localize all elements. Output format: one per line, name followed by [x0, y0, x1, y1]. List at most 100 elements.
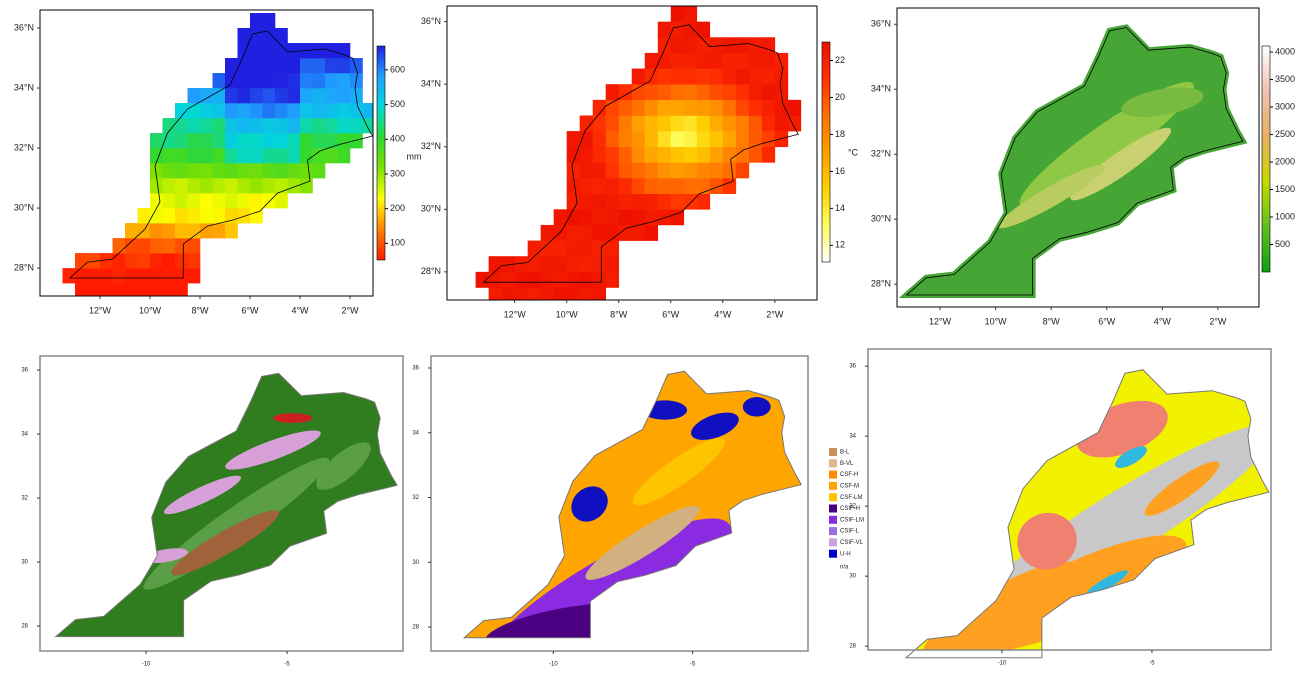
- grid-cell: [762, 147, 775, 163]
- grid-cell: [723, 178, 736, 194]
- grid-cell: [300, 88, 313, 103]
- x-tick-label: 10°W: [985, 316, 1008, 326]
- grid-cell: [528, 256, 541, 272]
- grid-cell: [658, 131, 671, 147]
- grid-cell: [200, 193, 213, 208]
- grid-cell: [213, 178, 226, 193]
- grid-cell: [325, 88, 338, 103]
- grid-cell: [313, 88, 326, 103]
- map-area: [56, 373, 397, 636]
- grid-cell: [645, 147, 658, 163]
- grid-cell: [645, 100, 658, 116]
- grid-cell: [150, 253, 163, 268]
- grid-cell: [288, 163, 301, 178]
- x-tick-label: -5: [1149, 661, 1155, 667]
- grid-cell: [263, 133, 276, 148]
- grid-cell: [163, 193, 176, 208]
- grid-cell: [288, 133, 301, 148]
- grid-cell: [580, 241, 593, 257]
- grid-cell: [658, 209, 671, 225]
- y-tick-label: 34°N: [421, 79, 441, 89]
- y-tick-label: 34°N: [871, 84, 891, 94]
- grid-cell: [710, 69, 723, 85]
- grid-cell: [671, 6, 684, 22]
- grid-cell: [593, 209, 606, 225]
- grid-cell: [736, 53, 749, 69]
- grid-cell: [250, 103, 263, 118]
- colorbar-tick-label: 1500: [1275, 184, 1295, 194]
- legend-swatch: [829, 493, 837, 501]
- grid-cell: [554, 256, 567, 272]
- grid-cell: [113, 238, 126, 253]
- grid-cell: [567, 194, 580, 210]
- grid-cell: [710, 115, 723, 131]
- x-tick-label: -5: [690, 662, 696, 668]
- grid-cell: [554, 272, 567, 288]
- grid-cell: [528, 287, 541, 303]
- colorbar: [822, 42, 830, 262]
- grid-cell: [275, 103, 288, 118]
- grid-cell: [175, 238, 188, 253]
- grid-cell: [138, 253, 151, 268]
- grid-cell: [671, 131, 684, 147]
- grid-cell: [632, 69, 645, 85]
- grid-cell: [658, 69, 671, 85]
- grid-cell: [619, 115, 632, 131]
- map-area: [476, 6, 802, 303]
- grid-cell: [684, 53, 697, 69]
- grid-cell: [736, 37, 749, 53]
- grid-cell: [684, 147, 697, 163]
- colorbar-tick-label: 2500: [1275, 129, 1295, 139]
- legend-label: U-H: [840, 551, 851, 557]
- grid-cell: [263, 118, 276, 133]
- grid-cell: [476, 272, 489, 288]
- grid-cell: [749, 84, 762, 100]
- y-tick-label: 36: [412, 366, 419, 372]
- grid-cell: [489, 272, 502, 288]
- grid-cell: [175, 163, 188, 178]
- grid-cell: [749, 69, 762, 85]
- grid-cell: [632, 131, 645, 147]
- grid-cell: [749, 100, 762, 116]
- grid-cell: [175, 268, 188, 283]
- grid-cell: [671, 37, 684, 53]
- grid-cell: [671, 100, 684, 116]
- x-tick-label: 2°W: [1209, 316, 1227, 326]
- grid-cell: [338, 133, 351, 148]
- grid-cell: [313, 118, 326, 133]
- x-tick-label: 4°W: [714, 309, 732, 319]
- grid-cell: [632, 162, 645, 178]
- grid-cell: [188, 178, 201, 193]
- grid-cell: [138, 238, 151, 253]
- grid-cell: [723, 53, 736, 69]
- grid-cell: [606, 178, 619, 194]
- grid-cell: [710, 162, 723, 178]
- grid-cell: [684, 69, 697, 85]
- land-class-patch: [642, 400, 687, 419]
- grid-cell: [288, 43, 301, 58]
- x-tick-label: 10°W: [139, 305, 162, 315]
- grid-cell: [515, 272, 528, 288]
- colorbar-unit: mm: [407, 151, 422, 161]
- grid-cell: [762, 131, 775, 147]
- grid-cell: [528, 272, 541, 288]
- grid-cell: [606, 241, 619, 257]
- grid-cell: [125, 253, 138, 268]
- grid-cell: [580, 287, 593, 303]
- y-tick-label: 34: [849, 434, 856, 440]
- grid-cell: [567, 241, 580, 257]
- grid-cell: [697, 115, 710, 131]
- grid-cell: [188, 268, 201, 283]
- grid-cell: [263, 148, 276, 163]
- grid-cell: [671, 178, 684, 194]
- x-tick-label: 8°W: [1043, 316, 1061, 326]
- grid-cell: [736, 147, 749, 163]
- legend-swatch: [829, 471, 837, 479]
- grid-cell: [775, 100, 788, 116]
- grid-cell: [593, 194, 606, 210]
- grid-cell: [238, 118, 251, 133]
- grid-cell: [710, 53, 723, 69]
- legend-label: B-L: [840, 450, 850, 456]
- grid-cell: [263, 43, 276, 58]
- x-tick-label: 4°W: [291, 305, 309, 315]
